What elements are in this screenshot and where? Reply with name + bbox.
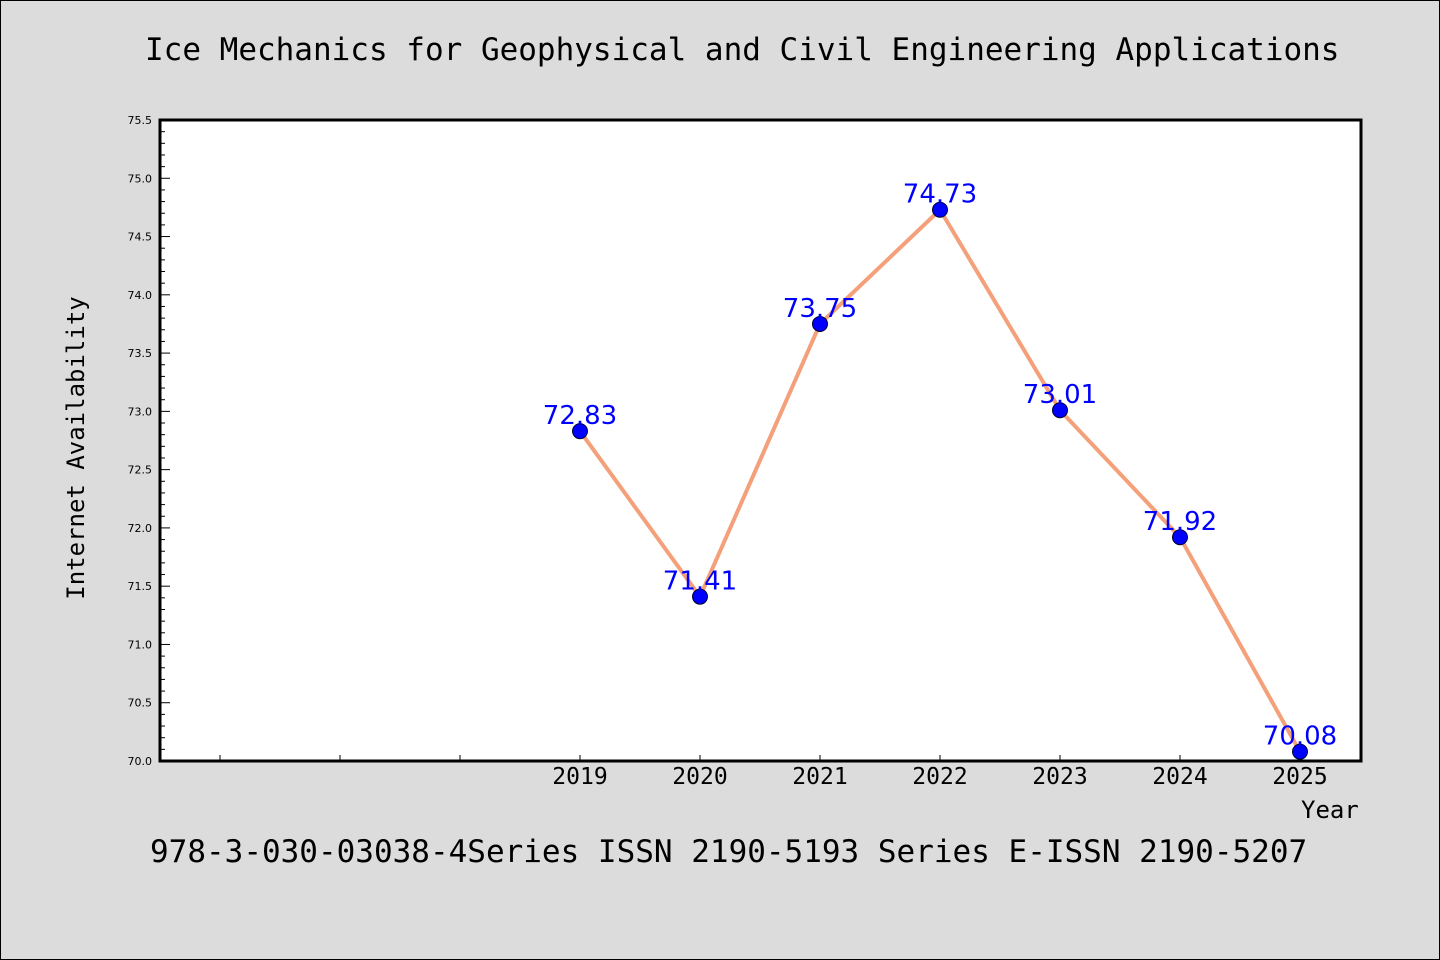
x-tick-label: 2023 [1032,764,1087,790]
data-point [1292,743,1308,760]
y-tick-label: 73.0 [128,405,153,418]
y-tick-label: 71.0 [128,638,153,651]
y-tick-label: 73.5 [128,347,153,360]
y-tick-label: 74.0 [128,289,153,302]
x-tick-label: 2022 [912,764,967,790]
x-tick-label: 2025 [1272,764,1327,790]
data-label: 70.08 [1263,722,1337,752]
plot-area [158,118,1363,763]
y-axis: 70.0 70.5 71.0 71.5 72.0 72.5 73.0 73.5 74.0 74.5… [128,114,170,768]
y-tick-label: 75.0 [128,172,153,185]
y-tick-label: 72.5 [128,464,153,477]
data-point [932,201,948,218]
footer-text: 978-3-030-03038-4Series ISSN 2190-5193 S… [150,834,1308,870]
x-tick-label: 2020 [672,764,727,790]
y-tick-label: 74.5 [128,231,153,244]
data-point [812,315,828,332]
data-label: 72.83 [543,401,617,431]
x-axis-label: Year [1301,796,1359,824]
y-tick-label: 75.5 [128,114,153,127]
chart-title: Ice Mechanics for Geophysical and Civil … [145,32,1340,68]
y-tick-label: 70.0 [128,755,153,768]
y-tick-label: 70.5 [128,697,153,710]
data-point [692,588,708,605]
data-label: 73.01 [1023,380,1097,410]
data-point [572,423,588,440]
data-label: 71.41 [663,567,737,597]
series-group [572,201,1308,760]
x-axis: 2019 2020 2021 2022 2023 2024 2025 [219,755,1328,790]
data-point [1052,402,1068,419]
y-axis-label: Internet Availability [62,296,90,600]
data-point [1172,529,1188,546]
x-tick-label: 2024 [1152,764,1207,790]
x-tick-label: 2019 [552,764,607,790]
data-label: 71.92 [1143,507,1217,537]
y-tick-label: 72.0 [128,522,153,535]
y-tick-label: 71.5 [128,580,153,593]
data-labels: 72.83 71.41 73.75 74.73 73.01 71.92 70.08 [543,180,1337,752]
x-tick-label: 2021 [792,764,847,790]
data-label: 73.75 [783,294,857,324]
data-label: 74.73 [903,180,977,210]
